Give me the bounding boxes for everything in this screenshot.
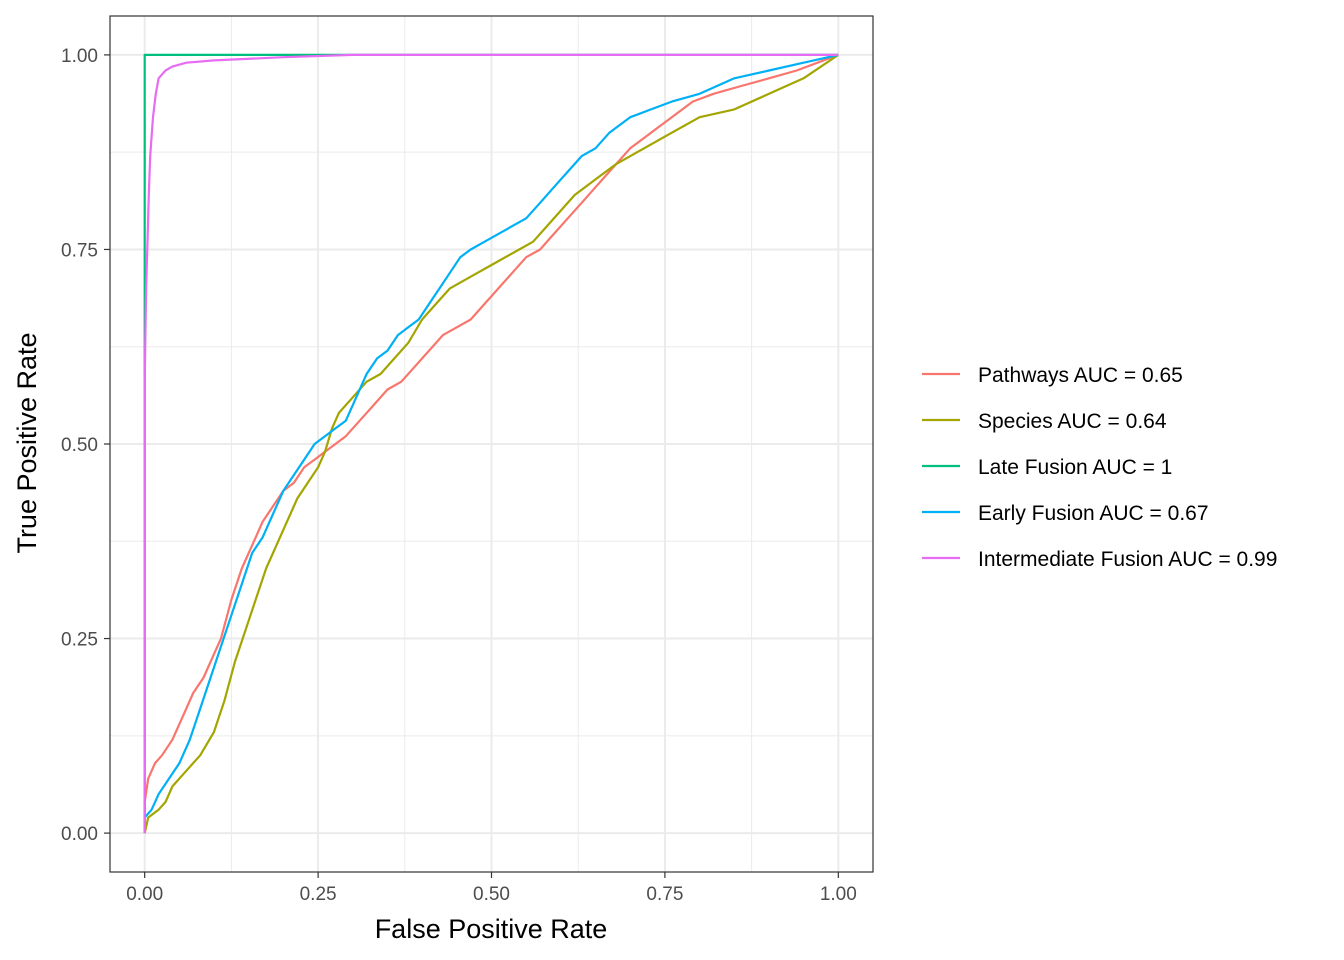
y-tick-label: 1.00 bbox=[61, 46, 98, 67]
x-tick-label: 1.00 bbox=[820, 884, 857, 905]
legend-label-5: Intermediate Fusion AUC = 0.99 bbox=[978, 548, 1277, 571]
y-tick-label: 0.75 bbox=[61, 240, 98, 261]
series-line-5 bbox=[143, 53, 839, 834]
y-tick-label: 0.25 bbox=[61, 630, 98, 651]
plot-area: 0.00 0.25 0.50 0.75 1.00 0.00 0.25 0.50 0.75 1.00 bbox=[61, 15, 874, 905]
legend-label-1: Pathways AUC = 0.65 bbox=[978, 364, 1183, 387]
legend-label-2: Species AUC = 0.64 bbox=[978, 410, 1167, 433]
x-tick-label: 0.50 bbox=[473, 884, 510, 905]
y-tick-label: 0.50 bbox=[61, 435, 98, 456]
legend-label-4: Early Fusion AUC = 0.67 bbox=[978, 502, 1209, 525]
y-axis-title: True Positive Rate bbox=[12, 332, 42, 553]
series-line-1 bbox=[143, 53, 839, 834]
legend-label-3: Late Fusion AUC = 1 bbox=[978, 456, 1172, 479]
x-tick-label: 0.75 bbox=[646, 884, 683, 905]
x-tick-label: 0.25 bbox=[300, 884, 337, 905]
x-axis-title: False Positive Rate bbox=[375, 914, 608, 944]
legend: Pathways AUC = 0.65 Species AUC = 0.64 Lat… bbox=[922, 364, 1277, 571]
series-line-2 bbox=[143, 53, 839, 834]
x-tick-label: 0.00 bbox=[126, 884, 163, 905]
y-tick-label: 0.00 bbox=[61, 824, 98, 845]
series-line-4 bbox=[143, 53, 839, 819]
